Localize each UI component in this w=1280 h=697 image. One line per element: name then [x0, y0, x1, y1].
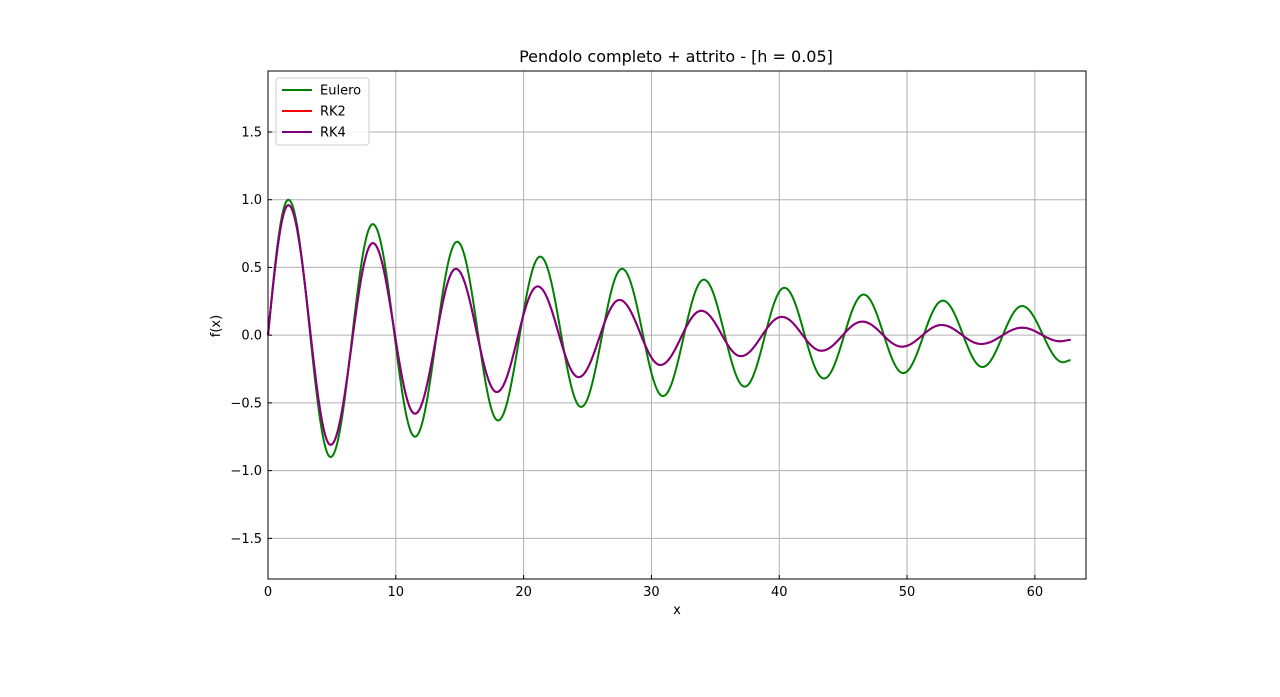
y-tick-label: 0.0 [241, 329, 262, 344]
legend-entry: Eulero [320, 84, 361, 99]
y-tick-label: 1.0 [241, 193, 262, 208]
y-tick-label: 0.5 [241, 261, 262, 276]
ticks: 0 10 20 30 40 50 60 −1.5 −1.0 −0.5 0.0 0.5 1.0 1.5 [230, 125, 1043, 600]
x-tick-label: 40 [771, 585, 788, 600]
x-tick-label: 30 [643, 585, 660, 600]
y-tick-label: −1.5 [230, 532, 262, 547]
x-axis-label: x [673, 603, 681, 618]
plot-frame [267, 70, 1087, 580]
y-tick-label: −1.0 [230, 464, 262, 479]
x-tick-label: 10 [388, 585, 405, 600]
y-tick-label: −0.5 [230, 396, 262, 411]
series-rk2-line [267, 204, 1072, 446]
series-eulero-line [267, 198, 1072, 459]
legend-box [275, 77, 370, 146]
x-tick-label: 0 [264, 585, 272, 600]
series-rk4-line [267, 204, 1072, 446]
y-tick-label: 1.5 [241, 125, 262, 140]
legend-entry: RK4 [320, 126, 346, 141]
y-axis-label: f(x) [209, 315, 224, 337]
x-tick-label: 60 [1027, 585, 1044, 600]
legend: Eulero RK2 RK4 [275, 77, 370, 146]
x-tick-label: 50 [899, 585, 916, 600]
series-layer [267, 198, 1072, 459]
legend-entry: RK2 [320, 105, 346, 120]
x-tick-label: 20 [515, 585, 532, 600]
chart-title: Pendolo completo + attrito - [h = 0.05] [519, 47, 833, 66]
grid [267, 71, 1086, 579]
